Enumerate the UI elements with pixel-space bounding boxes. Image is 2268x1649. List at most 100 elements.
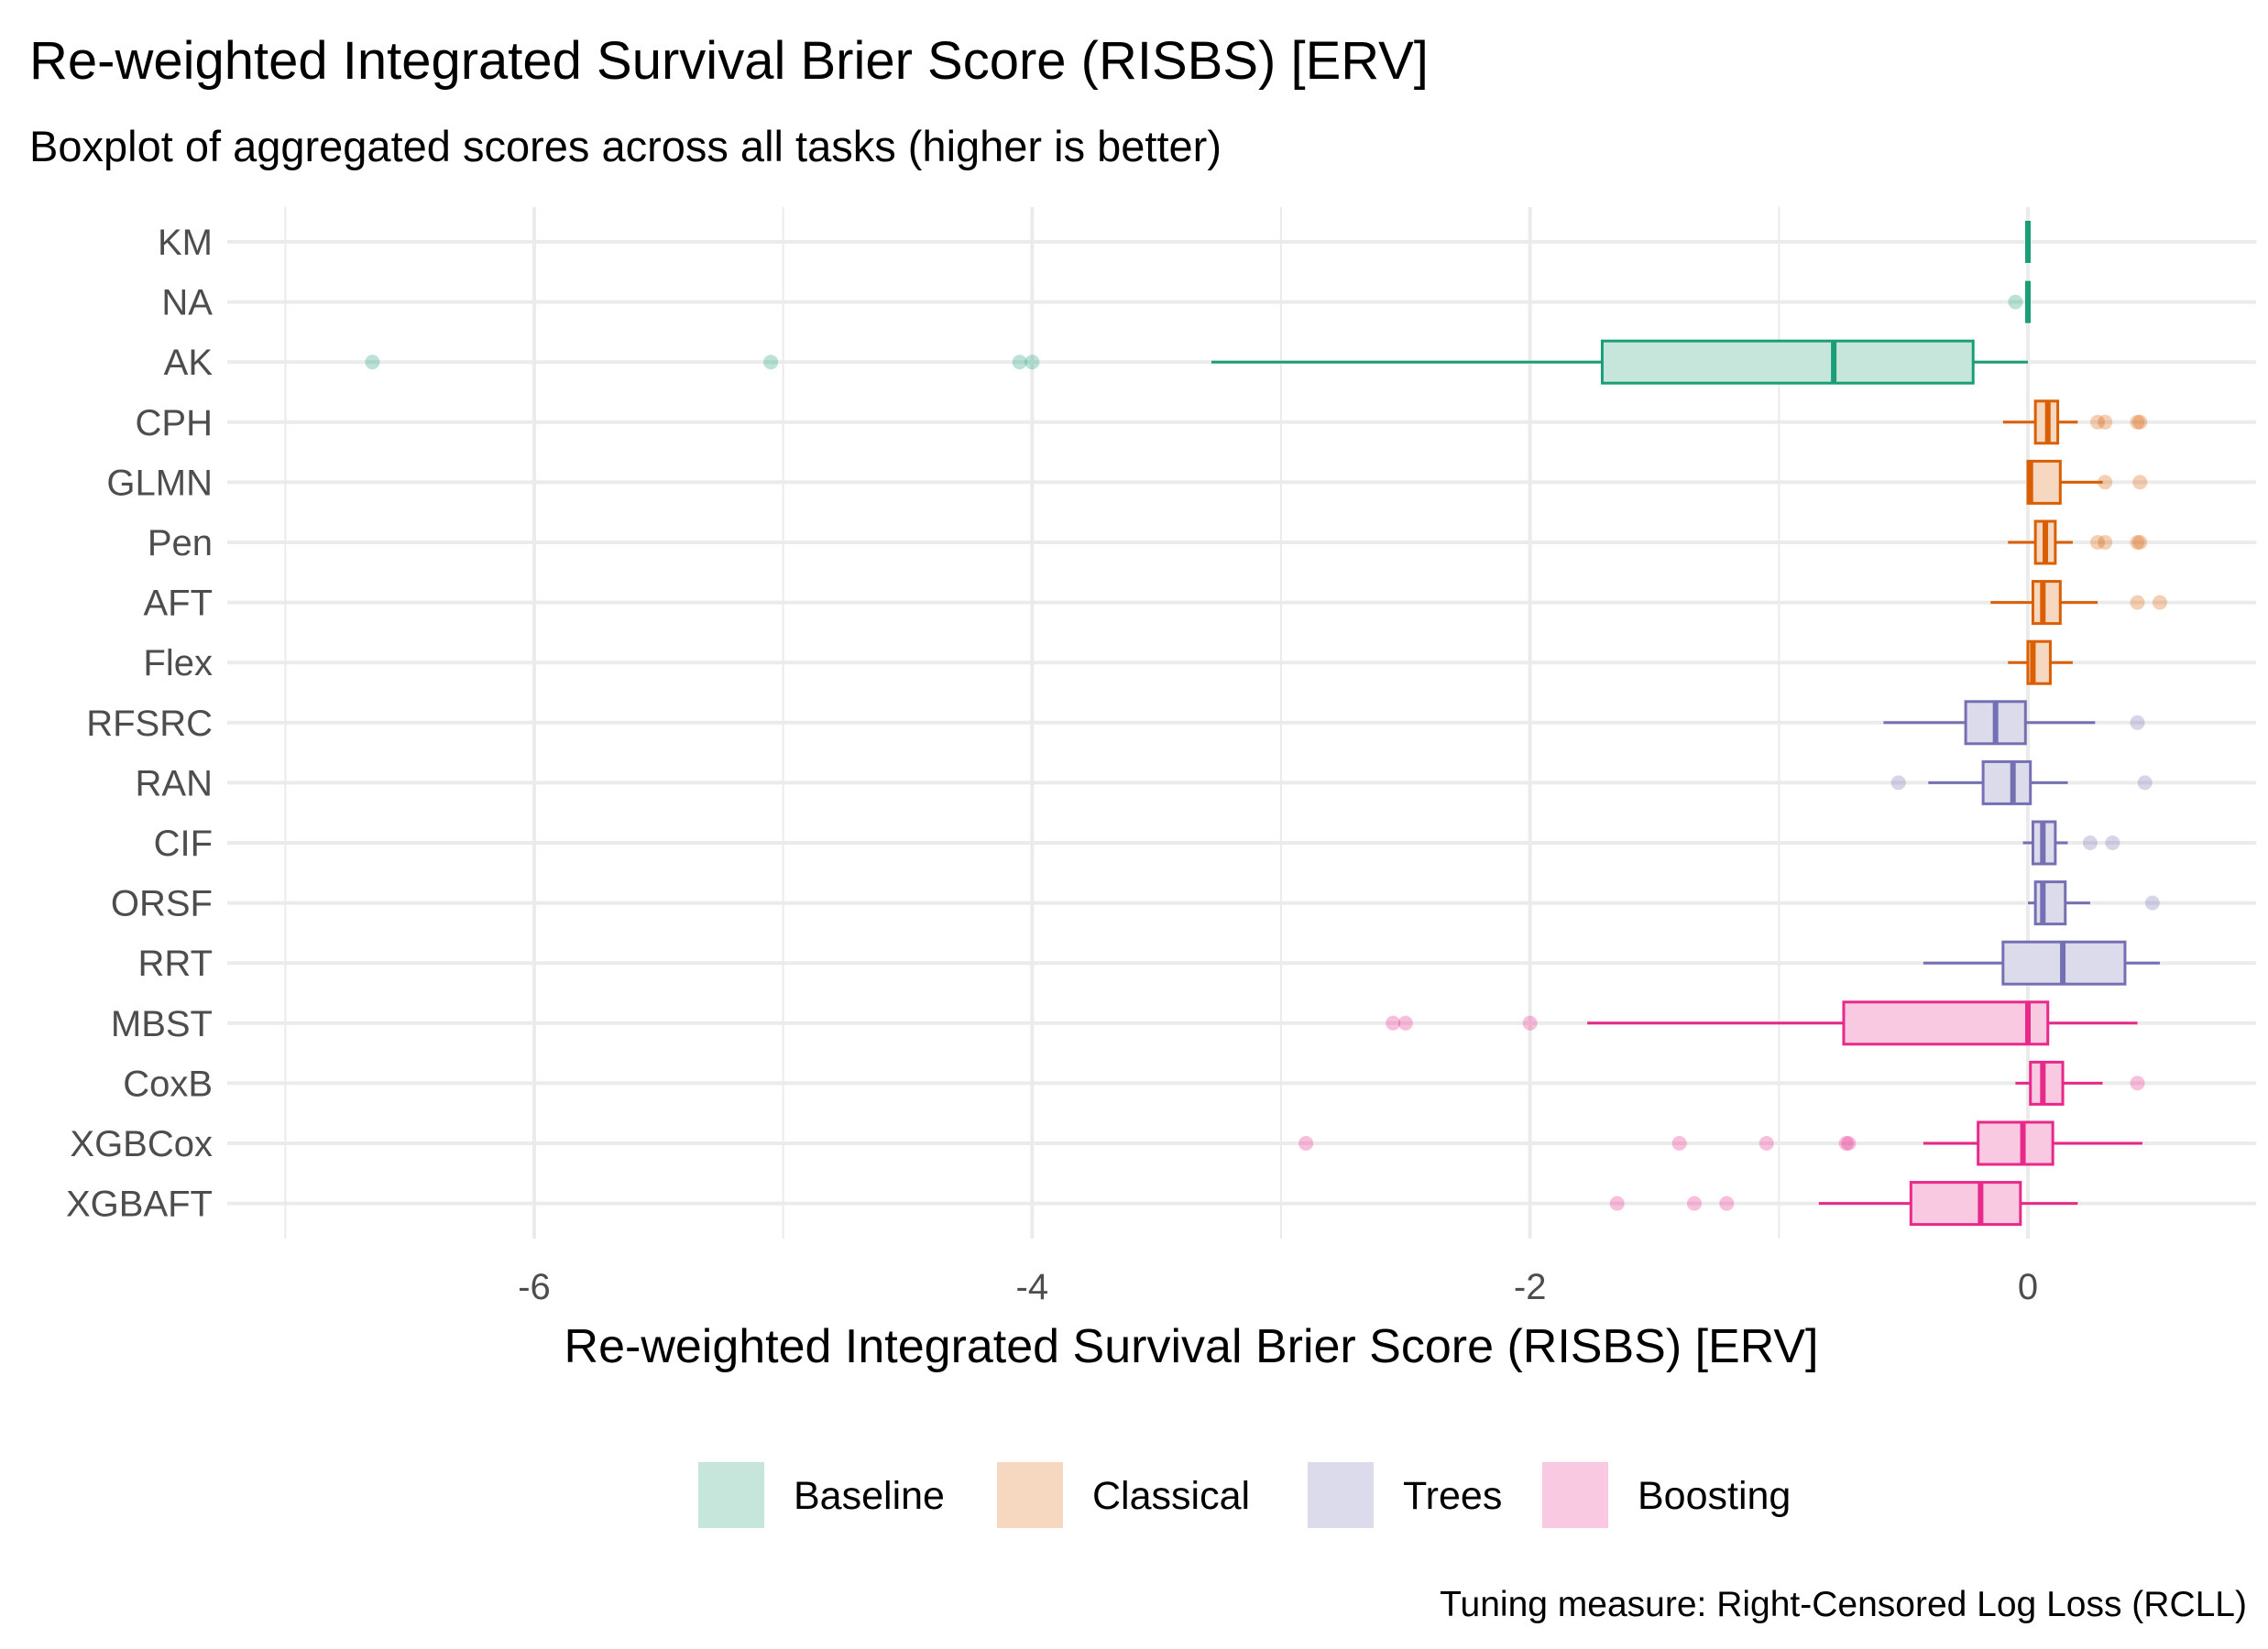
outlier-point [2130,715,2145,730]
outlier-point [2098,475,2113,490]
outlier-point [763,355,779,370]
legend-label: Trees [1403,1474,1502,1518]
outlier-point [2144,895,2160,911]
y-tick-label: CoxB [123,1064,213,1104]
box-xgbaft [1609,1181,2078,1227]
outlier-point [2090,414,2106,430]
outlier-point [2137,775,2153,791]
outlier-point [2082,835,2098,850]
box-cif [2022,820,2120,866]
y-tick-label: AK [164,343,214,383]
box-na [2008,280,2031,323]
y-tick-label: RAN [136,763,213,803]
outlier-point [1759,1136,1774,1151]
legend-item-boosting: Boosting [1542,1462,1791,1528]
y-axis-ticks: KM NA AK CPH GLMN Pen AFT Flex RFSRC RAN CIF ORSF RR… [66,223,213,1225]
box-iqr [1842,1000,2050,1046]
outlier-point [2152,595,2167,610]
x-tick-label: -6 [518,1267,551,1307]
legend-swatch [1308,1462,1374,1528]
outlier-point [1012,355,1027,370]
legend-label: Baseline [794,1474,945,1518]
outlier-point [1522,1015,1538,1031]
box-iqr [2031,580,2062,626]
box-iqr [2029,1060,2065,1106]
outlier-point [1841,1136,1857,1151]
box-mbst [1386,1000,2138,1046]
outlier-point [2008,294,2023,310]
legend-label: Boosting [1638,1474,1791,1518]
box-cph [2002,399,2148,445]
legend-label: Classical [1092,1474,1250,1518]
outlier-point [2090,535,2106,550]
boxplots [365,221,2167,1227]
legend-item-trees: Trees [1308,1462,1502,1528]
legend-swatch [1542,1462,1608,1528]
box-iqr [1909,1181,2022,1227]
box-iqr [1600,339,1975,385]
legend-item-classical: Classical [997,1462,1250,1528]
outlier-point [2130,535,2145,550]
legend: Baseline Classical Trees Boosting [698,1462,1791,1528]
box-iqr [2026,459,2062,505]
outlier-point [2105,835,2120,850]
box-ran [1890,759,2153,805]
y-tick-label: RRT [138,944,213,984]
outlier-point [2098,535,2113,550]
outlier-point [1838,1136,1854,1151]
outlier-point [1397,1015,1413,1031]
outlier-point [2130,595,2145,610]
chart-caption: Tuning measure: Right-Censored Log Loss … [1440,1585,2247,1624]
outlier-point [1719,1196,1735,1211]
y-tick-label: AFT [143,584,213,624]
outlier-point [1386,1015,1401,1031]
outlier-point [1609,1196,1625,1211]
box-rrt [1923,940,2160,986]
box-rfsrc [1883,700,2145,746]
box-pen [2008,519,2148,565]
x-tick-label: -4 [1016,1267,1049,1307]
y-tick-label: RFSRC [86,704,213,744]
outlier-point [1671,1136,1687,1151]
outlier-point [2132,414,2148,430]
x-tick-label: 0 [2018,1267,2038,1307]
y-tick-label: CPH [136,403,213,443]
outlier-point [1890,775,1906,791]
outlier-point [2132,535,2148,550]
outlier-point [2098,414,2113,430]
box-iqr [2033,880,2067,926]
outlier-point [365,355,380,370]
outlier-point [2130,414,2145,430]
legend-swatch [698,1462,764,1528]
x-axis-ticks: -6 -4 -2 0 [518,1267,2038,1307]
box-coxb [2015,1060,2145,1106]
box-orsf [2028,880,2160,926]
box-iqr [1981,759,2032,805]
legend-item-baseline: Baseline [698,1462,945,1528]
y-tick-label: ORSF [111,884,213,924]
y-tick-label: MBST [111,1004,213,1044]
outlier-point [1024,355,1040,370]
box-glmn [2026,459,2148,505]
outlier-point [2130,1076,2145,1091]
y-tick-label: XGBCox [70,1124,213,1164]
chart-title: Re-weighted Integrated Survival Brier Sc… [29,31,1429,91]
outlier-point [2132,475,2148,490]
outlier-point [1686,1196,1702,1211]
y-tick-label: KM [158,223,213,263]
box-flex [2008,639,2073,685]
x-tick-label: -2 [1514,1267,1547,1307]
outlier-point [1298,1136,1314,1151]
y-tick-label: XGBAFT [66,1185,213,1225]
box-aft [1990,580,2167,626]
chart-subtitle: Boxplot of aggregated scores across all … [29,122,1222,170]
box-iqr [1977,1120,2054,1166]
x-axis-label: Re-weighted Integrated Survival Brier Sc… [564,1320,1819,1373]
y-tick-label: CIF [154,824,213,864]
y-tick-label: NA [161,283,213,323]
box-ak [365,339,2028,385]
legend-swatch [997,1462,1063,1528]
box-xgbcox [1298,1120,2142,1166]
y-tick-label: Pen [148,523,213,563]
